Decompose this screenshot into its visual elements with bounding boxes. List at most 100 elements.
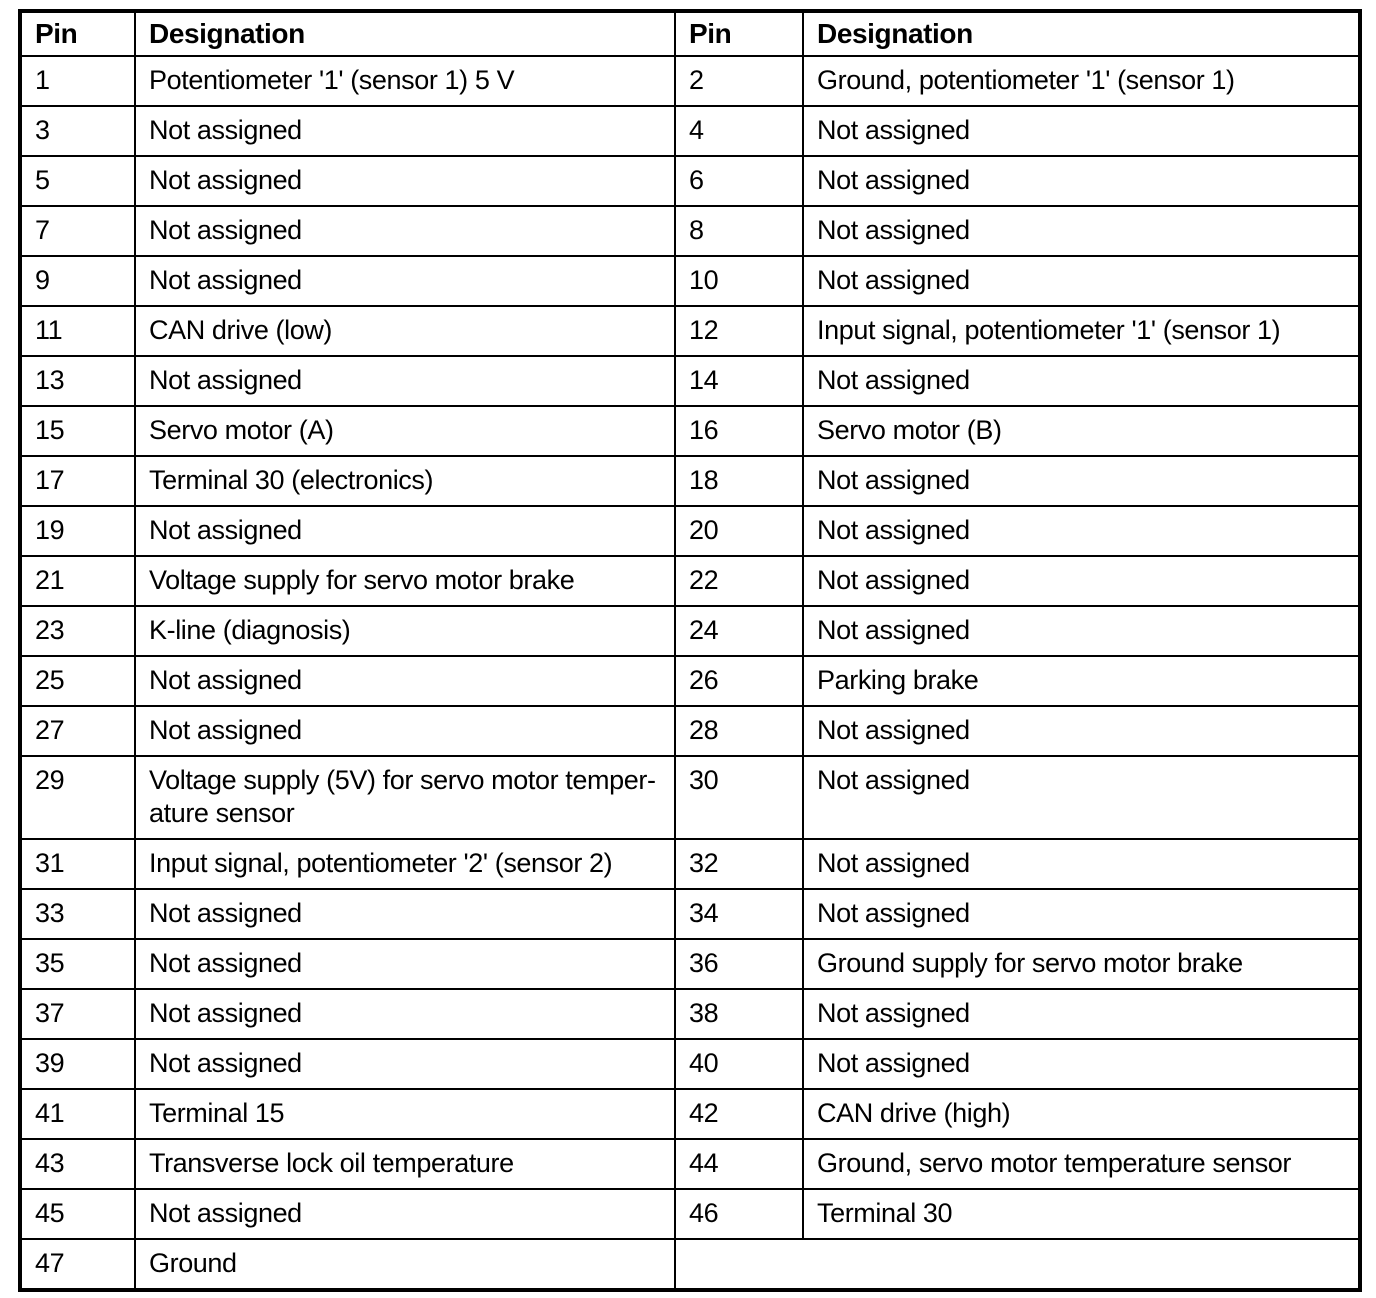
pin-cell: 22 bbox=[674, 555, 804, 607]
table-row: 43 Transverse lock oil temperature 44 Groun… bbox=[19, 1138, 1361, 1190]
pin-cell: 47 bbox=[19, 1238, 136, 1291]
pin-cell: 40 bbox=[674, 1038, 804, 1090]
designation-cell: Not assigned bbox=[802, 155, 1361, 207]
designation-cell: Not assigned bbox=[134, 255, 676, 307]
pin-cell: 26 bbox=[674, 655, 804, 707]
table-body: 1 Potentiometer '1' (sensor 1) 5 V 2 Ground… bbox=[19, 55, 1361, 1291]
designation-cell: CAN drive (high) bbox=[802, 1088, 1361, 1140]
table-row: 17 Terminal 30 (electronics) 18 Not assigne… bbox=[19, 455, 1361, 507]
pin-cell: 10 bbox=[674, 255, 804, 307]
pin-cell: 21 bbox=[19, 555, 136, 607]
pin-cell: 9 bbox=[19, 255, 136, 307]
pin-cell: 19 bbox=[19, 505, 136, 557]
pin-cell: 29 bbox=[19, 755, 136, 840]
pin-cell: 8 bbox=[674, 205, 804, 257]
pin-cell: 20 bbox=[674, 505, 804, 557]
table-row: 3 Not assigned 4 Not assigned bbox=[19, 105, 1361, 157]
designation-cell: Ground supply for servo motor brake bbox=[802, 938, 1361, 990]
pin-cell: 13 bbox=[19, 355, 136, 407]
designation-cell: Not assigned bbox=[134, 105, 676, 157]
designation-cell: Not assigned bbox=[802, 605, 1361, 657]
column-header-designation-left: Designation bbox=[134, 10, 676, 57]
designation-cell: Not assigned bbox=[802, 838, 1361, 890]
pin-assignment-table: Pin Designation Pin Designation 1 Potenti… bbox=[18, 9, 1362, 1292]
designation-cell: Not assigned bbox=[802, 755, 1361, 840]
header-row: Pin Designation Pin Designation bbox=[19, 10, 1361, 57]
pin-cell: 6 bbox=[674, 155, 804, 207]
pin-cell: 18 bbox=[674, 455, 804, 507]
designation-cell: Servo motor (B) bbox=[802, 405, 1361, 457]
table-row: 29 Voltage supply (5V) for servo motor te… bbox=[19, 755, 1361, 840]
designation-cell: Voltage supply (5V) for servo motor temp… bbox=[134, 755, 676, 840]
column-header-pin-left: Pin bbox=[19, 10, 136, 57]
designation-cell: Transverse lock oil temperature bbox=[134, 1138, 676, 1190]
designation-cell: K-line (diagnosis) bbox=[134, 605, 676, 657]
designation-cell: Not assigned bbox=[802, 105, 1361, 157]
pin-cell: 44 bbox=[674, 1138, 804, 1190]
pin-cell: 4 bbox=[674, 105, 804, 157]
table-row: 47 Ground bbox=[19, 1238, 1361, 1291]
designation-cell: Input signal, potentiometer '2' (sensor … bbox=[134, 838, 676, 890]
pin-cell: 39 bbox=[19, 1038, 136, 1090]
table-row: 37 Not assigned 38 Not assigned bbox=[19, 988, 1361, 1040]
designation-cell: Not assigned bbox=[802, 205, 1361, 257]
pin-cell: 35 bbox=[19, 938, 136, 990]
table-row: 19 Not assigned 20 Not assigned bbox=[19, 505, 1361, 557]
designation-cell: Not assigned bbox=[134, 705, 676, 757]
designation-cell: Not assigned bbox=[134, 505, 676, 557]
designation-cell: Not assigned bbox=[134, 938, 676, 990]
designation-cell: Not assigned bbox=[134, 1188, 676, 1240]
pin-cell: 12 bbox=[674, 305, 804, 357]
table-row: 25 Not assigned 26 Parking brake bbox=[19, 655, 1361, 707]
pin-cell: 7 bbox=[19, 205, 136, 257]
designation-cell: Not assigned bbox=[134, 205, 676, 257]
designation-cell: Voltage supply for servo motor brake bbox=[134, 555, 676, 607]
column-header-pin-right: Pin bbox=[674, 10, 804, 57]
pin-cell: 23 bbox=[19, 605, 136, 657]
pin-cell: 24 bbox=[674, 605, 804, 657]
table-row: 1 Potentiometer '1' (sensor 1) 5 V 2 Ground… bbox=[19, 55, 1361, 107]
designation-cell: Ground bbox=[134, 1238, 676, 1291]
designation-cell: Not assigned bbox=[134, 1038, 676, 1090]
designation-cell: Terminal 30 (electronics) bbox=[134, 455, 676, 507]
table-row: 45 Not assigned 46 Terminal 30 bbox=[19, 1188, 1361, 1240]
designation-cell: Servo motor (A) bbox=[134, 405, 676, 457]
pin-cell: 45 bbox=[19, 1188, 136, 1240]
designation-cell: Not assigned bbox=[802, 455, 1361, 507]
table-row: 5 Not assigned 6 Not assigned bbox=[19, 155, 1361, 207]
designation-cell: Not assigned bbox=[802, 1038, 1361, 1090]
table-row: 33 Not assigned 34 Not assigned bbox=[19, 888, 1361, 940]
pin-cell: 34 bbox=[674, 888, 804, 940]
pin-cell: 43 bbox=[19, 1138, 136, 1190]
designation-cell: Potentiometer '1' (sensor 1) 5 V bbox=[134, 55, 676, 107]
table-row: 7 Not assigned 8 Not assigned bbox=[19, 205, 1361, 257]
designation-cell: Terminal 15 bbox=[134, 1088, 676, 1140]
table-row: 41 Terminal 15 42 CAN drive (high) bbox=[19, 1088, 1361, 1140]
pin-cell: 36 bbox=[674, 938, 804, 990]
pin-cell: 15 bbox=[19, 405, 136, 457]
designation-cell: Parking brake bbox=[802, 655, 1361, 707]
pin-cell: 14 bbox=[674, 355, 804, 407]
designation-cell: Not assigned bbox=[134, 888, 676, 940]
table-row: 15 Servo motor (A) 16 Servo motor (B) bbox=[19, 405, 1361, 457]
pin-cell: 32 bbox=[674, 838, 804, 890]
designation-cell: Not assigned bbox=[802, 255, 1361, 307]
pin-cell: 41 bbox=[19, 1088, 136, 1140]
designation-cell: Ground, potentiometer '1' (sensor 1) bbox=[802, 55, 1361, 107]
pin-cell: 30 bbox=[674, 755, 804, 840]
table-row: 27 Not assigned 28 Not assigned bbox=[19, 705, 1361, 757]
designation-cell: CAN drive (low) bbox=[134, 305, 676, 357]
pin-cell: 1 bbox=[19, 55, 136, 107]
designation-cell: Not assigned bbox=[134, 155, 676, 207]
designation-cell: Not assigned bbox=[134, 355, 676, 407]
pin-cell: 25 bbox=[19, 655, 136, 707]
table-row: 13 Not assigned 14 Not assigned bbox=[19, 355, 1361, 407]
pin-cell: 16 bbox=[674, 405, 804, 457]
designation-cell: Not assigned bbox=[134, 988, 676, 1040]
designation-cell: Not assigned bbox=[802, 505, 1361, 557]
pin-cell: 2 bbox=[674, 55, 804, 107]
table-header: Pin Designation Pin Designation bbox=[19, 10, 1361, 57]
designation-cell: Not assigned bbox=[802, 705, 1361, 757]
pin-cell: 38 bbox=[674, 988, 804, 1040]
pin-cell: 3 bbox=[19, 105, 136, 157]
